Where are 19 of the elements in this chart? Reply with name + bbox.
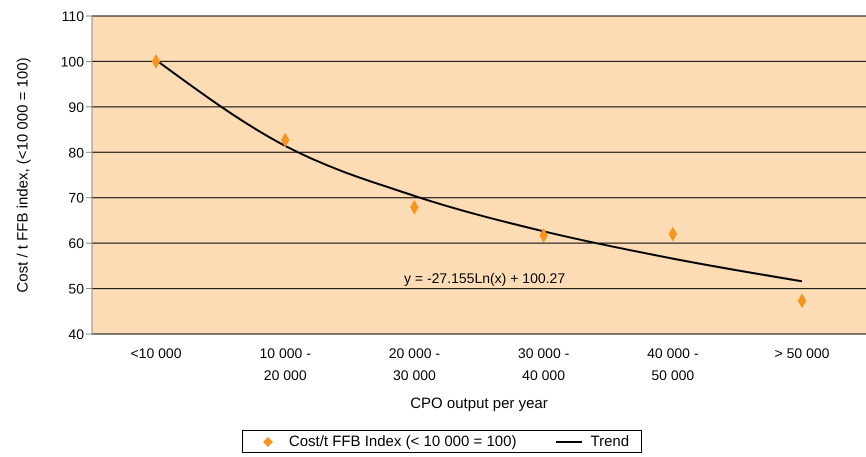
y-tick-label: 60	[68, 235, 84, 252]
y-tick-label: 70	[68, 190, 84, 206]
y-tick-label: 40	[68, 326, 84, 342]
x-axis-title: CPO output per year	[410, 395, 548, 412]
y-axis-title: Cost / t FFB index, (<10 000 = 100)	[14, 57, 32, 293]
legend-label: Trend	[589, 433, 630, 450]
y-tick-label: 110	[62, 8, 84, 24]
x-tick-label: 30 000 - 40 000	[518, 345, 570, 383]
x-tick-label: 20 000 - 30 000	[388, 345, 440, 383]
y-tick-label: 50	[68, 280, 84, 297]
x-tick-label: 10 000 - 20 000	[260, 345, 312, 383]
legend-label: Cost/t FFB Index (< 10 000 = 100)	[288, 433, 516, 450]
y-tick-label: 100	[60, 53, 84, 70]
x-tick-label: > 50 000	[774, 345, 830, 361]
x-tick-label: <10 000	[130, 345, 182, 361]
y-tick-label: 80	[68, 144, 84, 160]
x-tick-label: 40 000 - 50 000	[647, 345, 699, 383]
annotation: y = -27.155Ln(x) + 100.27	[404, 270, 566, 286]
y-tick-label: 90	[68, 98, 84, 115]
